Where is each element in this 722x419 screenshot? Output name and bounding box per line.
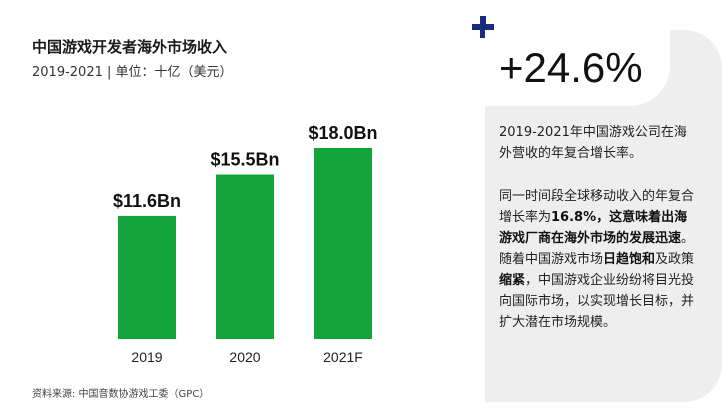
bar-2021F [314, 148, 372, 339]
bar-value-label: $11.6Bn [113, 191, 181, 211]
context-text-part: 。随着中国游戏市场 [499, 231, 695, 267]
x-tick-label: 2021F [323, 349, 363, 365]
context-text-part: 同一时间段全球移动收入的年复合增长率为 [499, 189, 695, 225]
plus-icon [470, 14, 496, 40]
context-text-part: 日趋饱和 [603, 252, 656, 267]
bar-chart: $11.6Bn 2019 $15.5Bn 2020 $18.0Bn 2021F [113, 123, 378, 365]
source-note: 资料来源: 中国音数协游戏工委（GPC） [32, 389, 210, 400]
growth-rate-description: 2019-2021年中国游戏公司在海外营收的年复合增长率。 [499, 125, 687, 161]
bar-2019 [118, 215, 176, 339]
chart-subtitle: 2019-2021 | 单位：十亿（美元） [32, 65, 233, 80]
bar-value-label: $18.0Bn [308, 123, 377, 143]
context-text-part: ，中国游戏企业纷纷将目光投向国际市场，以实现增长目标，并扩大潜在市场规模。 [499, 273, 695, 330]
context-text-part: 缩紧 [499, 273, 526, 288]
highlight-card: +24.6% 2019-2021年中国游戏公司在海外营收的年复合增长率。 同一时… [485, 30, 722, 402]
chart-title: 中国游戏开发者海外市场收入 [32, 38, 228, 56]
context-text-part: 16.8%，这意味着出海游戏厂商在海外市场的发展迅速 [499, 210, 688, 246]
market-context-text: 同一时间段全球移动收入的年复合增长率为16.8%，这意味着出海游戏厂商在海外市场… [499, 186, 699, 333]
bar-2020 [216, 174, 274, 339]
context-text-part: 及政策 [655, 252, 695, 267]
bar-value-label: $15.5Bn [210, 150, 279, 170]
growth-rate-value: +24.6% [485, 30, 670, 106]
x-tick-label: 2020 [229, 349, 260, 365]
x-tick-label: 2019 [131, 349, 162, 365]
